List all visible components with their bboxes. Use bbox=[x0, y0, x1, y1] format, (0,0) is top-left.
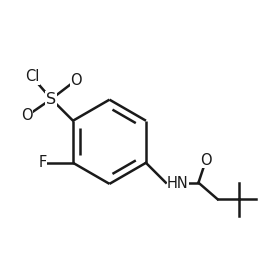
Text: O: O bbox=[70, 73, 82, 88]
Text: HN: HN bbox=[167, 176, 189, 191]
Text: Cl: Cl bbox=[26, 69, 40, 84]
Text: O: O bbox=[200, 153, 212, 168]
Text: S: S bbox=[46, 92, 56, 107]
Text: O: O bbox=[22, 108, 33, 123]
Text: F: F bbox=[39, 155, 47, 170]
